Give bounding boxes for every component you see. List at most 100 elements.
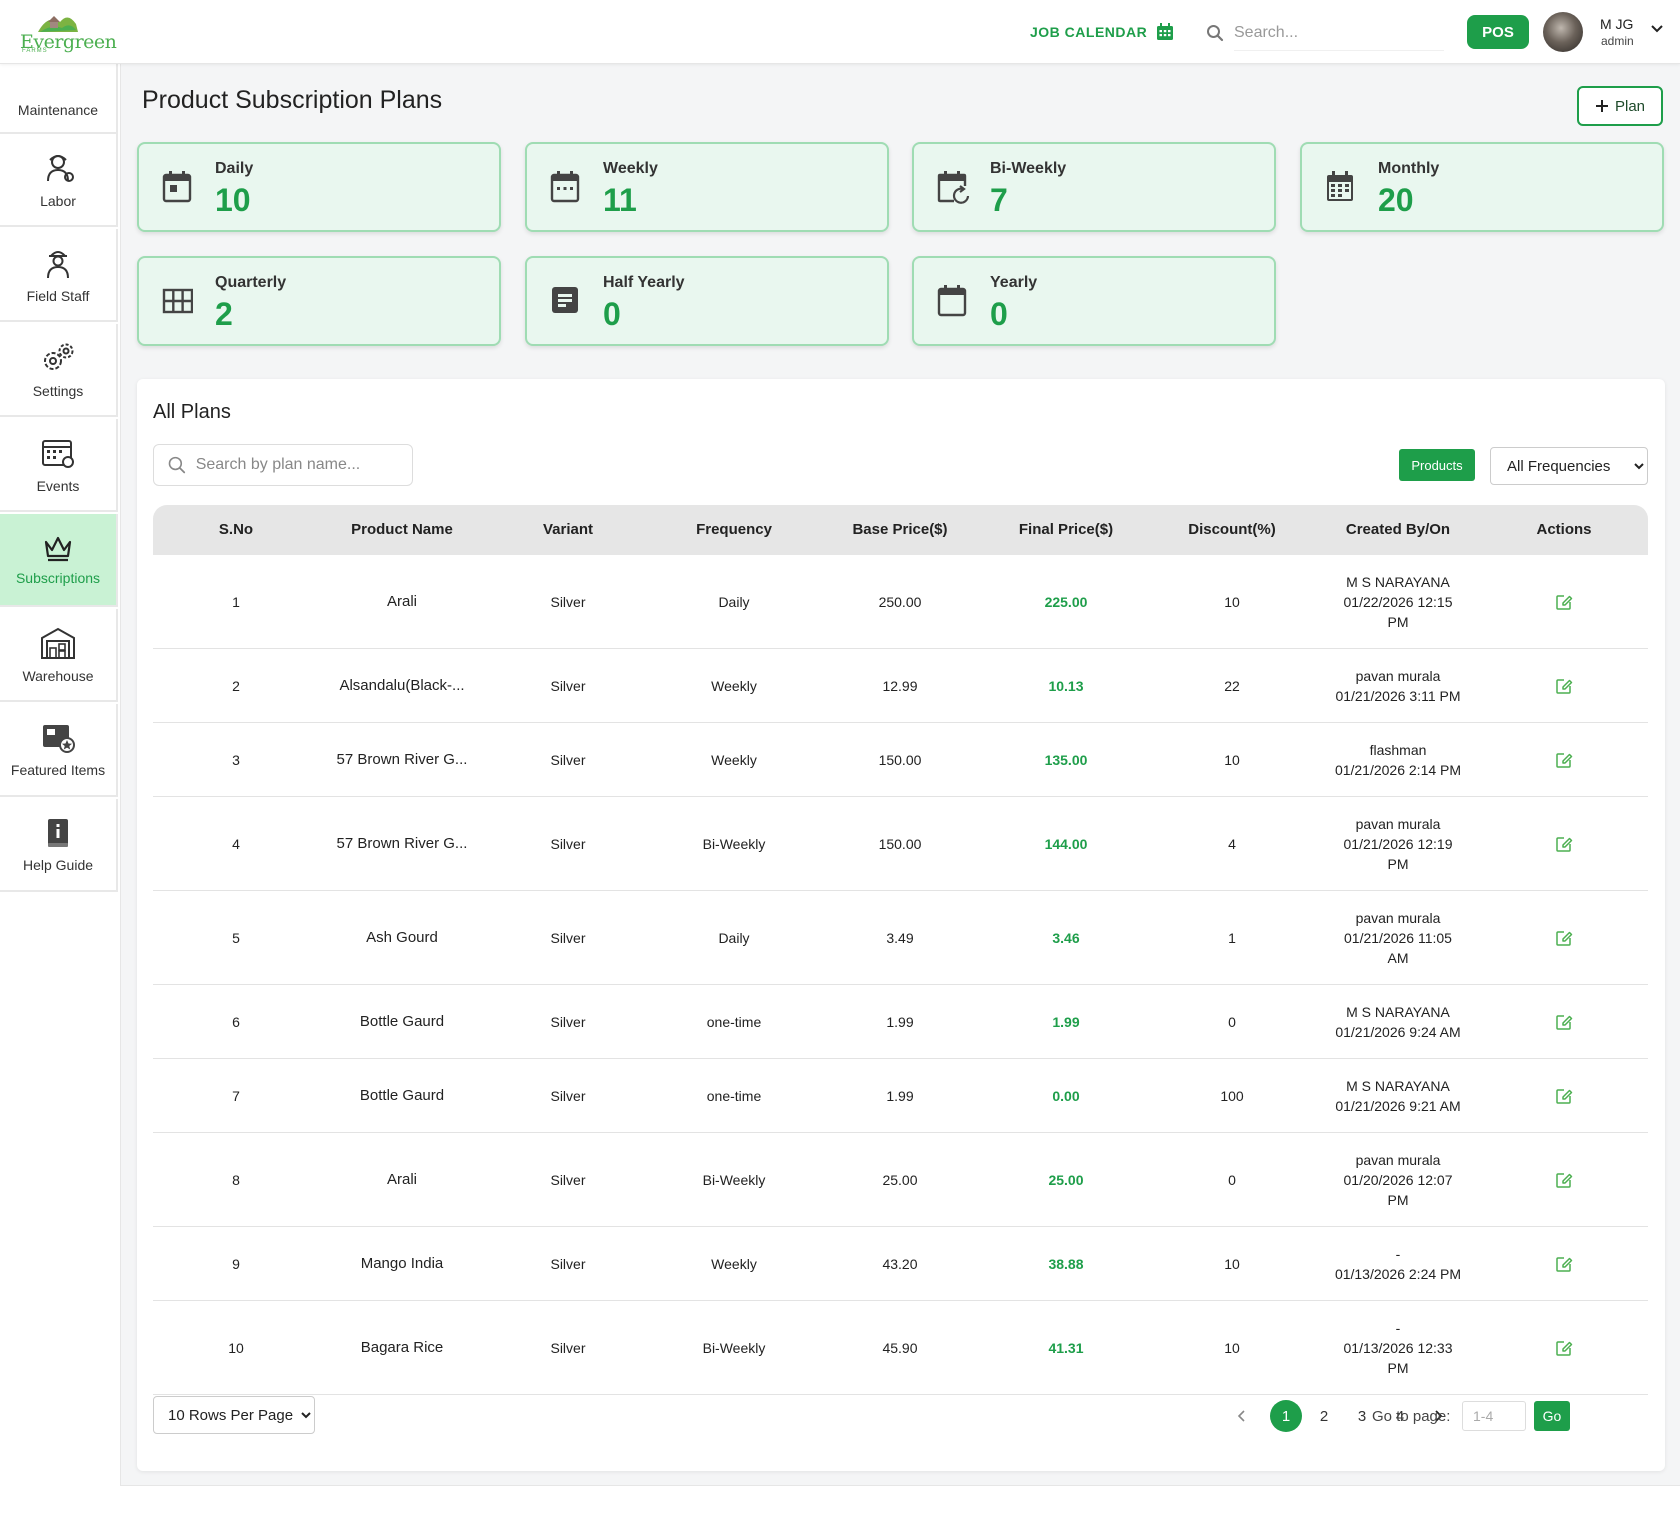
cell-final: 38.88: [1048, 1255, 1084, 1272]
created-on: 01/21/2026 9:24 AM: [1335, 1023, 1461, 1040]
edit-icon[interactable]: [1555, 1171, 1573, 1189]
card-value: 10: [215, 182, 251, 218]
edit-icon[interactable]: [1555, 677, 1573, 695]
created-by: M S NARAYANA: [1346, 573, 1450, 590]
edit-icon[interactable]: [1555, 1339, 1573, 1357]
edit-icon[interactable]: [1555, 1087, 1573, 1105]
column-header[interactable]: Variant: [542, 521, 594, 538]
frequency-select[interactable]: All Frequencies: [1490, 447, 1648, 485]
cell-variant: Silver: [550, 751, 586, 768]
cell-name: 57 Brown River G...: [336, 834, 468, 852]
created-on: 01/13/2026 2:24 PM: [1334, 1265, 1462, 1282]
top-header: Evergreen FARMS JOB CALENDAR POS M JG ad…: [0, 0, 1680, 64]
edit-icon[interactable]: [1555, 929, 1573, 947]
prev-page-button[interactable]: [1226, 1400, 1258, 1432]
cell-variant: Silver: [550, 835, 586, 852]
plan-search: [153, 444, 413, 486]
column-header[interactable]: Discount(%): [1188, 521, 1276, 538]
job-calendar-link[interactable]: JOB CALENDAR: [1030, 22, 1175, 42]
next-page-button[interactable]: [1422, 1400, 1454, 1432]
field-staff-icon: [47, 250, 69, 278]
cell-name: Bottle Gaurd: [359, 1086, 445, 1104]
cell-name: Bagara Rice: [360, 1338, 444, 1356]
cell-sno: 6: [232, 1013, 240, 1030]
cell-sno: 9: [232, 1255, 240, 1272]
grid-icon: [162, 288, 193, 314]
cell-final: 10.13: [1048, 677, 1084, 694]
column-header[interactable]: Final Price($): [1018, 521, 1114, 538]
page-button[interactable]: 3: [1357, 1407, 1367, 1425]
sidebar-item-subscriptions[interactable]: Subscriptions: [0, 514, 118, 607]
edit-icon[interactable]: [1555, 1255, 1573, 1273]
cell-sno: 10: [228, 1339, 244, 1356]
document-icon: [552, 287, 578, 313]
pos-button[interactable]: POS: [1467, 15, 1529, 49]
cell-sno: 1: [232, 593, 240, 610]
edit-icon[interactable]: [1555, 835, 1573, 853]
cell-frequency: Weekly: [711, 677, 757, 694]
chevron-down-icon[interactable]: [1650, 24, 1664, 34]
header-search-input[interactable]: [1234, 15, 1444, 51]
cell-variant: Silver: [550, 677, 586, 694]
cell-sno: 5: [232, 929, 240, 946]
rows-per-page-select[interactable]: 10 Rows Per Page: [153, 1396, 315, 1434]
created-by: M S NARAYANA: [1346, 1077, 1450, 1094]
column-header[interactable]: Created By/On: [1345, 521, 1451, 538]
column-header[interactable]: Product Name: [351, 521, 453, 538]
cell-frequency: Bi-Weekly: [702, 1339, 766, 1356]
sidebar-item-label: Labor: [40, 192, 76, 209]
logo[interactable]: [18, 10, 98, 54]
page-title: Product Subscription Plans: [142, 86, 443, 114]
logo-graphic-icon: [38, 16, 78, 32]
header-search: [1200, 14, 1445, 52]
sidebar-item-help-guide[interactable]: Help Guide: [0, 799, 118, 892]
sidebar-item-warehouse[interactable]: Warehouse: [0, 609, 118, 702]
table-row: 1 Arali Silver Daily 250.00 225.00 10 M S NARAY…: [153, 555, 1648, 649]
cell-discount: 1: [1228, 929, 1236, 946]
calendar-week-icon: [550, 171, 580, 203]
sidebar-item-featured-items[interactable]: Featured Items: [0, 704, 118, 797]
go-button[interactable]: Go: [1534, 1401, 1570, 1431]
page-button[interactable]: 1: [1270, 1400, 1302, 1432]
calendar-day-icon: [162, 171, 192, 203]
sidebar-item-labor[interactable]: Labor: [0, 134, 118, 227]
chevron-left-icon: [1237, 1410, 1245, 1422]
cell-name: 57 Brown River G...: [336, 750, 468, 768]
cell-name: Arali: [386, 1170, 417, 1188]
page-button[interactable]: 4: [1395, 1407, 1405, 1425]
cell-created: M S NARAYANA 01/21/2026 9:24 AM: [1315, 985, 1481, 1058]
products-button[interactable]: Products: [1399, 449, 1475, 481]
user-name: M JG: [1600, 16, 1634, 32]
all-plans-panel: All Plans Products All Frequencies S.No …: [137, 379, 1665, 1471]
cell-discount: 10: [1224, 1255, 1240, 1272]
cell-frequency: Weekly: [711, 751, 757, 768]
cell-created: pavan murala 01/21/2026 11:05 AM: [1315, 891, 1481, 984]
edit-icon[interactable]: [1555, 751, 1573, 769]
cell-name: Arali: [386, 592, 417, 610]
sidebar-item-settings[interactable]: Settings: [0, 324, 118, 417]
goto-page-input[interactable]: [1462, 1401, 1526, 1431]
edit-icon[interactable]: [1555, 1013, 1573, 1031]
help-guide-icon: [48, 818, 68, 847]
created-by: M S NARAYANA: [1346, 1003, 1450, 1020]
sidebar-item-events[interactable]: Events: [0, 419, 118, 512]
column-header[interactable]: S.No: [218, 521, 254, 538]
goto-page-label: Go to page:: [1372, 1408, 1451, 1425]
cell-created: - 01/13/2026 2:24 PM: [1315, 1227, 1481, 1300]
created-by-on: M S NARAYANA 01/21/2026 9:24 AM: [1333, 1002, 1463, 1042]
sidebar-item-field-staff[interactable]: Field Staff: [0, 229, 118, 322]
card-label: Monthly: [1378, 160, 1440, 177]
sidebar-item-maintenance[interactable]: Maintenance: [0, 64, 118, 134]
add-plan-button[interactable]: Plan: [1577, 86, 1663, 126]
cell-frequency: Daily: [718, 593, 750, 610]
edit-icon[interactable]: [1555, 593, 1573, 611]
created-by: pavan murala: [1355, 815, 1441, 832]
plan-search-input[interactable]: [195, 456, 412, 474]
column-header[interactable]: Base Price($): [852, 521, 948, 538]
created-on: 01/13/2026 12:33 PM: [1343, 1339, 1453, 1376]
calendar-repeat-icon: [937, 171, 970, 204]
column-header[interactable]: Frequency: [696, 521, 772, 538]
cell-base: 1.99: [886, 1087, 914, 1104]
page-button[interactable]: 2: [1319, 1407, 1329, 1425]
avatar[interactable]: [1543, 12, 1583, 52]
